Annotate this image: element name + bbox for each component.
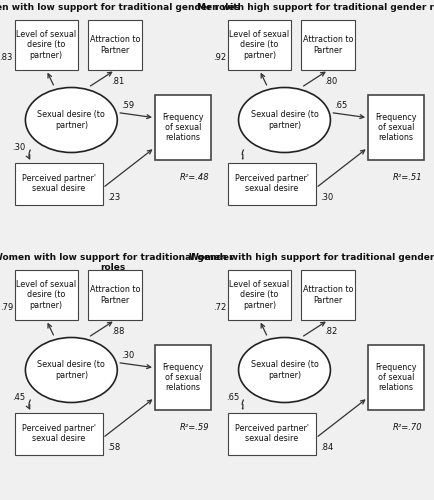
Text: Attraction to
Partner: Attraction to Partner xyxy=(90,36,140,54)
Text: Frequency
of sexual
relations: Frequency of sexual relations xyxy=(375,362,416,392)
Text: .88: .88 xyxy=(111,328,124,336)
FancyBboxPatch shape xyxy=(15,270,77,320)
FancyBboxPatch shape xyxy=(227,20,290,70)
FancyBboxPatch shape xyxy=(15,20,77,70)
Text: Level of sexual
desire (to
partner): Level of sexual desire (to partner) xyxy=(16,30,76,60)
Text: .79: .79 xyxy=(0,303,13,312)
Text: .30: .30 xyxy=(13,144,26,152)
Text: Level of sexual
desire (to
partner): Level of sexual desire (to partner) xyxy=(16,280,76,310)
Text: Perceived partner'
sexual desire: Perceived partner' sexual desire xyxy=(234,424,308,444)
FancyBboxPatch shape xyxy=(227,412,315,455)
Text: .65: .65 xyxy=(334,100,347,110)
Text: Perceived partner'
sexual desire: Perceived partner' sexual desire xyxy=(22,174,95,194)
Text: Women with high support for traditional gender roles: Women with high support for traditional … xyxy=(189,252,434,262)
Text: Frequency
of sexual
relations: Frequency of sexual relations xyxy=(162,362,204,392)
FancyBboxPatch shape xyxy=(155,345,211,410)
Text: Sexual desire (to
partner): Sexual desire (to partner) xyxy=(250,110,318,130)
Text: .23: .23 xyxy=(107,193,120,202)
Text: Sexual desire (to
partner): Sexual desire (to partner) xyxy=(37,110,105,130)
FancyBboxPatch shape xyxy=(15,162,102,205)
Text: Men with low support for traditional gender roles: Men with low support for traditional gen… xyxy=(0,2,239,12)
FancyBboxPatch shape xyxy=(367,345,424,410)
Text: .30: .30 xyxy=(319,193,332,202)
Ellipse shape xyxy=(25,88,117,152)
FancyBboxPatch shape xyxy=(88,270,142,320)
Text: .84: .84 xyxy=(319,443,332,452)
FancyBboxPatch shape xyxy=(88,20,142,70)
Text: Frequency
of sexual
relations: Frequency of sexual relations xyxy=(375,112,416,142)
Text: Women with low support for traditional gender
roles: Women with low support for traditional g… xyxy=(0,252,233,272)
Text: .58: .58 xyxy=(107,443,120,452)
Text: Level of sexual
desire (to
partner): Level of sexual desire (to partner) xyxy=(229,280,289,310)
Text: Sexual desire (to
partner): Sexual desire (to partner) xyxy=(37,360,105,380)
Text: Perceived partner'
sexual desire: Perceived partner' sexual desire xyxy=(234,174,308,194)
Text: Attraction to
Partner: Attraction to Partner xyxy=(90,286,140,304)
Ellipse shape xyxy=(238,88,330,152)
Text: .65: .65 xyxy=(225,394,238,402)
Text: Level of sexual
desire (to
partner): Level of sexual desire (to partner) xyxy=(229,30,289,60)
Ellipse shape xyxy=(25,338,117,402)
Text: .83: .83 xyxy=(0,53,13,62)
Text: Sexual desire (to
partner): Sexual desire (to partner) xyxy=(250,360,318,380)
FancyBboxPatch shape xyxy=(367,95,424,160)
FancyBboxPatch shape xyxy=(300,270,355,320)
FancyBboxPatch shape xyxy=(155,95,211,160)
Text: .92: .92 xyxy=(212,53,226,62)
Text: Perceived partner'
sexual desire: Perceived partner' sexual desire xyxy=(22,424,95,444)
Text: .30: .30 xyxy=(121,350,135,360)
FancyBboxPatch shape xyxy=(227,270,290,320)
Text: R²=.51: R²=.51 xyxy=(392,172,421,182)
Text: .81: .81 xyxy=(111,78,124,86)
Text: .45: .45 xyxy=(13,394,26,402)
Text: R²=.48: R²=.48 xyxy=(179,172,209,182)
Text: Frequency
of sexual
relations: Frequency of sexual relations xyxy=(162,112,204,142)
Text: .72: .72 xyxy=(212,303,226,312)
Text: .59: .59 xyxy=(121,100,134,110)
Text: Attraction to
Partner: Attraction to Partner xyxy=(302,36,353,54)
Text: R²=.70: R²=.70 xyxy=(392,422,421,432)
Text: Attraction to
Partner: Attraction to Partner xyxy=(302,286,353,304)
Text: Men with high support for traditional gender roles: Men with high support for traditional ge… xyxy=(197,2,434,12)
Text: R²=.59: R²=.59 xyxy=(179,422,209,432)
Ellipse shape xyxy=(238,338,330,402)
FancyBboxPatch shape xyxy=(227,162,315,205)
FancyBboxPatch shape xyxy=(300,20,355,70)
FancyBboxPatch shape xyxy=(15,412,102,455)
Text: .82: .82 xyxy=(323,328,337,336)
Text: .80: .80 xyxy=(323,78,337,86)
